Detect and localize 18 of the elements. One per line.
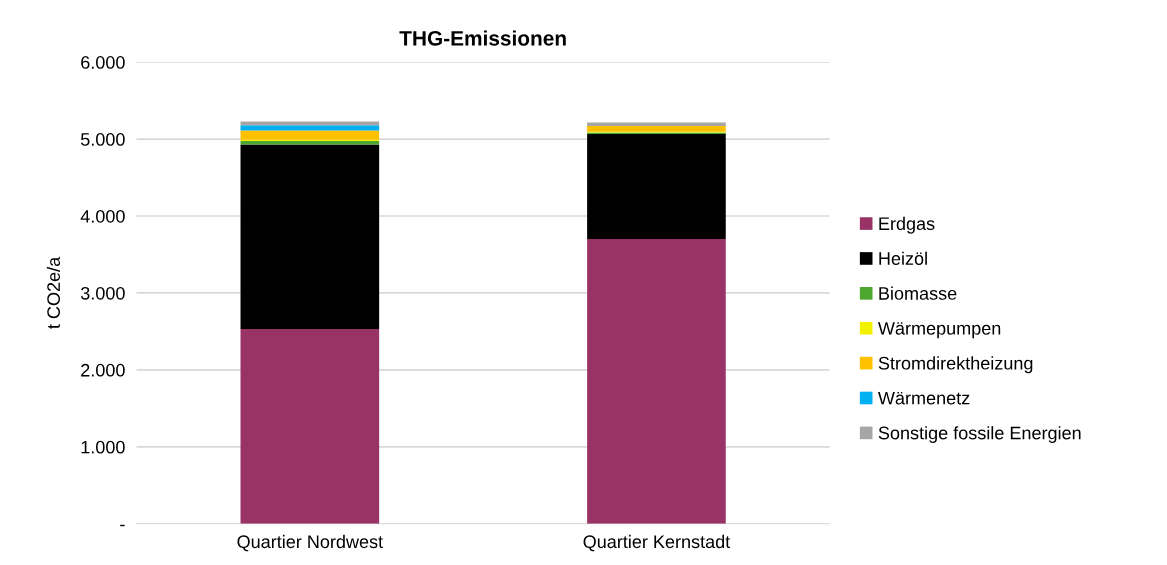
y-tick-label: 6.000: [81, 56, 125, 69]
x-tick-label: Quartier Kernstadt: [583, 534, 731, 552]
legend-label: Erdgas: [879, 216, 935, 234]
x-tick-label: Quartier Nordwest: [237, 534, 383, 552]
legend-label: Heizöl: [879, 251, 927, 265]
y-axis-title: t CO2e/a: [46, 256, 61, 329]
legend-label: Sonstige fossile Energien: [878, 426, 1081, 443]
legend-label: Wärmepumpen: [877, 322, 1001, 339]
y-tick-label: 3.000: [80, 286, 125, 300]
y-tick-label: 5.000: [80, 133, 125, 146]
legend-label: Wärmenetz: [877, 391, 970, 405]
chart-title: THG-Emissionen: [399, 30, 566, 46]
y-tick-label: 1.000: [81, 440, 125, 454]
y-tick-label: 2.000: [81, 363, 125, 377]
legend-label: Biomasse: [879, 286, 957, 300]
y-tick-label: 4.000: [80, 209, 125, 223]
y-tick-label: -: [120, 524, 125, 527]
legend-label: Stromdirektheizung: [878, 356, 1033, 374]
